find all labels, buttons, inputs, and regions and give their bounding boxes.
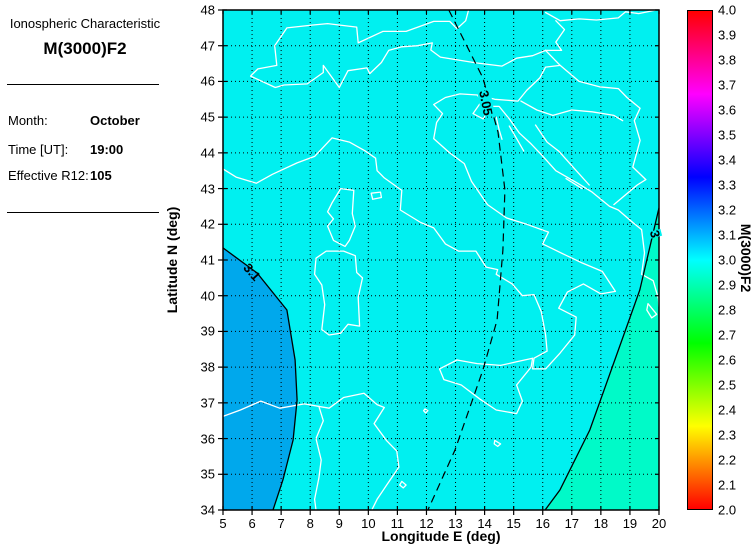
coastline-malta [493, 439, 502, 448]
r12-label: Effective R12: [8, 168, 89, 183]
y-tick-label: 40 [200, 288, 215, 304]
coastline-slovenia-croatia-border [476, 64, 561, 102]
x-tick-label: 5 [219, 516, 227, 531]
x-tick-label: 17 [564, 516, 580, 531]
x-tick-label: 12 [419, 516, 434, 531]
x-tick-label: 6 [248, 516, 256, 531]
coastline-pantelleria [422, 408, 429, 414]
colorbar-tick-label: 3.4 [718, 152, 737, 168]
coastline-croatian-island-c [565, 177, 583, 190]
fill-region-blue-3.1-3.2 [223, 247, 298, 510]
coastline-african-coast [222, 392, 400, 511]
colorbar-gradient [687, 10, 713, 510]
panel-title: Ionospheric Characteristic [9, 16, 161, 31]
coastline-bosnia-west-border [534, 124, 590, 186]
y-axis-title: Latitude N (deg) [164, 206, 180, 314]
colorbar-tick-label: 3.6 [718, 102, 737, 118]
colorbar-tick-label: 2.8 [718, 302, 737, 318]
colorbar-tick-label: 2.7 [718, 327, 737, 343]
coastline-elba [370, 191, 383, 200]
y-tick-label: 43 [200, 181, 215, 197]
colorbar-tick-label: 2.6 [718, 352, 737, 368]
r12-value: 105 [90, 168, 112, 183]
coastline-alps-north-border [250, 9, 470, 77]
coastline-italy-west-adriatic-coast [222, 93, 617, 370]
x-tick-label: 10 [361, 516, 376, 531]
y-tick-label: 46 [200, 73, 215, 89]
colorbar-title: M(3000)F2 [738, 223, 754, 293]
x-tick-label: 9 [335, 516, 343, 531]
divider [7, 212, 159, 213]
coastline-croatian-island-a [495, 116, 503, 140]
colorbar-tick-label: 2.4 [718, 402, 737, 418]
x-tick-label: 13 [448, 516, 463, 531]
coastline-alps-south-border [249, 42, 547, 89]
x-tick-label: 14 [477, 516, 492, 531]
coastline-kerkennah [399, 480, 407, 489]
time-value: 19:00 [90, 142, 124, 157]
fill-region-green-2.9-3.0 [545, 207, 659, 510]
coastline-austria-hungary-border [544, 20, 566, 52]
colorbar-tick-label: 3.9 [718, 27, 737, 43]
x-tick-label: 15 [506, 516, 521, 531]
y-tick-label: 44 [200, 145, 215, 161]
x-axis-title: Longitude E (deg) [381, 528, 501, 544]
colorbar-tick-label: 2.9 [718, 277, 737, 293]
coastline-danube-border [544, 9, 657, 22]
y-tick-label: 48 [200, 2, 215, 18]
colorbar-tick-label: 3.3 [718, 177, 737, 193]
contour-line-3.0 [544, 207, 660, 511]
coastline-algeria-tunisia-border [313, 405, 324, 511]
y-tick-label: 36 [200, 431, 215, 447]
x-tick-label: 7 [277, 516, 285, 531]
y-tick-label: 47 [200, 38, 215, 54]
y-tick-label: 35 [200, 466, 215, 482]
coastline-hungary-serbia-border [544, 49, 647, 206]
y-tick-label: 42 [200, 216, 215, 232]
x-tick-label: 20 [651, 516, 667, 531]
x-tick-label: 16 [535, 516, 550, 531]
colorbar-tick-label: 3.5 [718, 127, 737, 143]
x-tick-label: 18 [593, 516, 609, 531]
coastline-corsica [326, 187, 356, 248]
colorbar-tick-label: 3.0 [718, 252, 737, 268]
month-label: Month: [8, 113, 48, 128]
y-tick-label: 41 [200, 252, 215, 268]
x-tick-label: 11 [390, 516, 405, 531]
coastline-corfu [646, 302, 658, 319]
y-tick-label: 34 [200, 502, 215, 518]
coastline-bosnia-north-border [520, 100, 624, 122]
colorbar-tick-label: 2.0 [718, 502, 737, 518]
colorbar-tick-label: 3.1 [718, 227, 737, 243]
month-value: October [90, 113, 140, 128]
colorbar-tick-label: 2.3 [718, 427, 737, 443]
colorbar-tick-label: 3.2 [718, 202, 737, 218]
y-tick-label: 38 [200, 359, 215, 375]
y-tick-label: 45 [200, 109, 215, 125]
contour-line-3.1 [222, 247, 298, 511]
y-tick-label: 37 [200, 395, 215, 411]
colorbar-tick-label: 2.5 [718, 377, 737, 393]
colorbar-tick-label: 2.1 [718, 477, 737, 493]
colorbar-tick-label: 2.2 [718, 452, 737, 468]
coastline-sardinia [313, 250, 364, 336]
colorbar-tick-label: 3.8 [718, 52, 737, 68]
coastline-croatian-island-b [508, 125, 525, 152]
colorbar-tick-label: 3.7 [718, 77, 737, 93]
x-tick-label: 8 [306, 516, 314, 531]
time-label: Time [UT]: [8, 142, 69, 157]
characteristic-name: M(3000)F2 [43, 39, 127, 58]
y-tick-label: 39 [200, 323, 215, 339]
divider [7, 84, 159, 85]
colorbar-tick-label: 4.0 [718, 2, 737, 18]
x-tick-label: 19 [622, 516, 638, 531]
